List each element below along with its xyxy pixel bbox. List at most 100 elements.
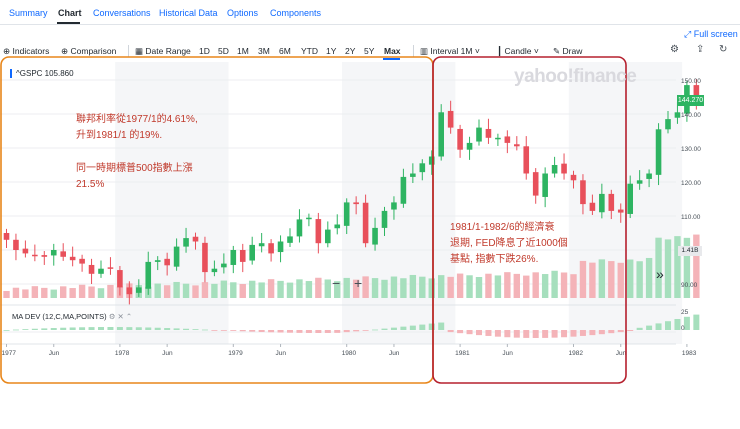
full-screen-button[interactable]: ⤢ Full screen [684, 29, 738, 40]
candle-body [646, 173, 652, 179]
ma-dev-bar [400, 326, 407, 330]
range-1y[interactable]: 1Y [326, 46, 337, 56]
candle-body [3, 233, 10, 240]
tab-options[interactable]: Options [227, 8, 259, 18]
volume-bar [239, 284, 246, 298]
ma-dev-bar [551, 330, 558, 338]
ma-dev-bar [504, 330, 511, 338]
ma-dev-bar [31, 328, 38, 330]
volume-bar [693, 234, 700, 298]
range-6m[interactable]: 6M [279, 46, 291, 56]
add-circle-icon: ⊕ [61, 46, 69, 56]
volume-bar [230, 282, 237, 298]
candle-body [136, 287, 142, 293]
range-5d[interactable]: 5D [218, 46, 229, 56]
candle-body [391, 202, 397, 210]
ma-dev-bar [107, 327, 114, 330]
y-tick-label: 140.00 [681, 112, 701, 119]
volume-bar [78, 284, 86, 298]
tab-conversations[interactable]: Conversations [93, 8, 151, 18]
range-1m[interactable]: 1M [237, 46, 249, 56]
x-tick-label: Jun [162, 350, 173, 357]
zoom-in-button[interactable]: + [354, 275, 363, 291]
range-2y[interactable]: 2Y [345, 46, 356, 56]
candle-body [325, 229, 331, 244]
tab-chart[interactable]: Chart [58, 8, 82, 18]
toolbar-divider [413, 45, 414, 57]
selected-range-indicator [383, 58, 400, 60]
settings-icon[interactable]: ⚙ [108, 312, 116, 321]
reset-icon[interactable]: ↻ [719, 44, 728, 55]
chart-type-button[interactable]: ┃ Candle ˅ [497, 46, 539, 57]
volume-bar [475, 277, 483, 298]
volume-bar [560, 272, 568, 298]
date-range-button[interactable]: ▦ Date Range [135, 46, 191, 57]
ma-dev-bar [693, 314, 700, 330]
annotation-left-line-1: 聯邦利率從1977/1的4.61%, [76, 114, 198, 125]
annotation-box-right [432, 56, 627, 384]
ma-dev-bar [674, 319, 681, 330]
interval-button[interactable]: ▥ Interval 1M ˅ [420, 46, 480, 57]
candle-body [599, 193, 605, 213]
collapse-icon[interactable]: ⌃ [125, 312, 133, 321]
volume-bar [381, 279, 388, 298]
range-ytd[interactable]: YTD [301, 46, 318, 56]
ma-dev-bar [324, 330, 331, 333]
volume-bar [627, 259, 634, 298]
interval-label: Interval [430, 46, 459, 56]
close-icon[interactable]: ✕ [117, 312, 124, 321]
calendar-icon: ▦ [135, 46, 144, 56]
indicator-tick-label: 0 [681, 325, 685, 332]
candle-body [117, 270, 123, 288]
volume-bar [286, 282, 294, 298]
x-tick-label: 1982 [569, 350, 584, 357]
scroll-right-button[interactable]: » [656, 266, 664, 282]
tab-summary[interactable]: Summary [9, 8, 48, 18]
ma-dev-bar [173, 328, 180, 330]
ma-dev-bar [211, 330, 218, 331]
tab-components[interactable]: Components [270, 8, 322, 18]
indicators-button[interactable]: ⊕ Indicators [3, 46, 49, 57]
ma-dev-bar [579, 330, 586, 336]
ma-dev-bar [447, 330, 454, 333]
ma-dev-label[interactable]: MA DEV (12,C,MA,POINTS) ⚙ ✕ ⌃ [12, 312, 132, 321]
share-icon[interactable]: ⇪ [696, 44, 705, 55]
draw-button[interactable]: ✎ Draw [553, 46, 582, 57]
volume-bar [267, 279, 275, 298]
ma-dev-bar [343, 330, 350, 333]
volume-bar [334, 281, 341, 298]
ma-dev-bar [476, 330, 482, 336]
y-tick-label: 120.00 [681, 180, 701, 187]
range-max[interactable]: Max [384, 46, 401, 56]
ma-dev-bar [3, 330, 10, 331]
candle-body [693, 85, 700, 100]
range-1d[interactable]: 1D [199, 46, 210, 56]
x-tick-label: Jun [502, 350, 513, 357]
volume-bar [324, 279, 331, 298]
volume-bar [154, 283, 161, 298]
volume-bar [645, 257, 653, 298]
volume-bar [504, 272, 511, 298]
x-tick-label: Jun [49, 350, 60, 357]
candle-body [69, 256, 76, 261]
candle-body [126, 287, 133, 295]
comparison-button[interactable]: ⊕ Comparison [61, 46, 116, 57]
candle-body [192, 236, 199, 242]
volume-bar [371, 278, 379, 298]
x-tick-label: 1977 [2, 350, 17, 357]
volume-bar [182, 283, 190, 298]
settings-icon[interactable]: ⚙ [670, 44, 679, 55]
candle-body [32, 254, 38, 257]
y-tick-label: 130.00 [681, 146, 701, 153]
candle-body [13, 239, 19, 250]
range-3m[interactable]: 3M [258, 46, 270, 56]
candle-body [617, 209, 624, 213]
volume-bar [352, 279, 360, 298]
volume-bar [447, 276, 454, 298]
zoom-out-button[interactable]: − [332, 275, 341, 291]
volume-bar [41, 287, 48, 298]
candle-body [428, 156, 435, 165]
tab-historical-data[interactable]: Historical Data [159, 8, 218, 18]
range-5y[interactable]: 5Y [364, 46, 375, 56]
